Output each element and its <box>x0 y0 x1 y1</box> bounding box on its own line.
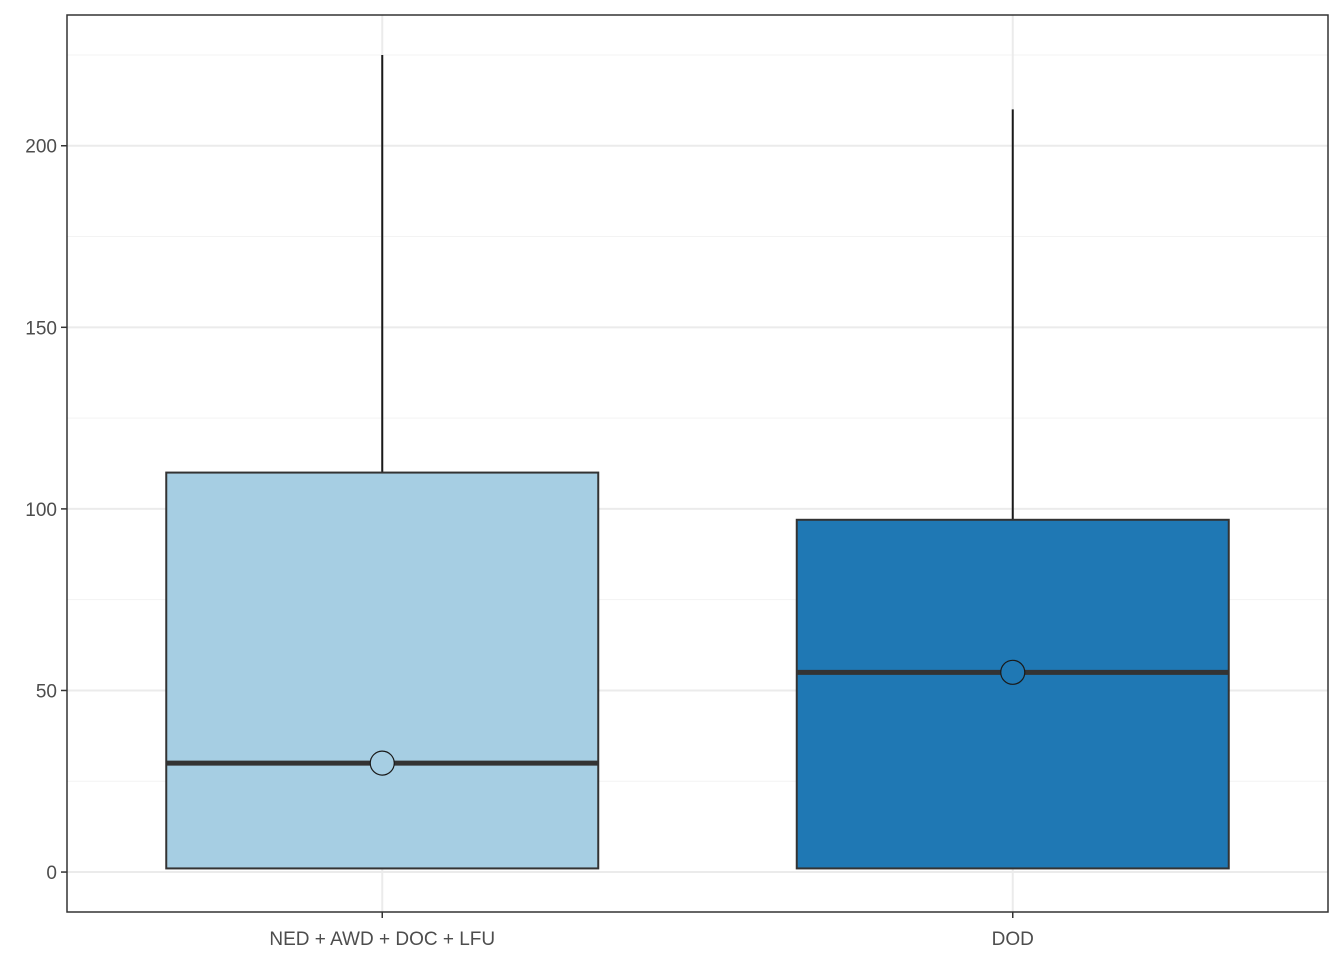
y-axis: 0 50 100 150 200 <box>25 137 67 884</box>
mean-point <box>1000 659 1026 685</box>
x-axis: NED + AWD + DOC + LFU DOD <box>269 912 1034 950</box>
x-tick-label: NED + AWD + DOC + LFU <box>269 929 495 950</box>
box-body <box>795 518 1230 870</box>
y-tick-label: 0 <box>46 863 57 884</box>
box-series <box>165 54 1230 870</box>
y-tick-label: 150 <box>25 318 57 339</box>
y-tick-label: 200 <box>25 137 57 158</box>
mean-point <box>369 750 395 776</box>
panel-border <box>66 14 1329 913</box>
box-dod <box>795 109 1230 870</box>
y-tick-label: 50 <box>36 681 57 702</box>
box-body <box>165 471 600 870</box>
x-tick-label: DOD <box>992 929 1034 950</box>
box-ned-awd-doc-lfu <box>165 54 600 870</box>
y-tick-label: 100 <box>25 500 57 521</box>
